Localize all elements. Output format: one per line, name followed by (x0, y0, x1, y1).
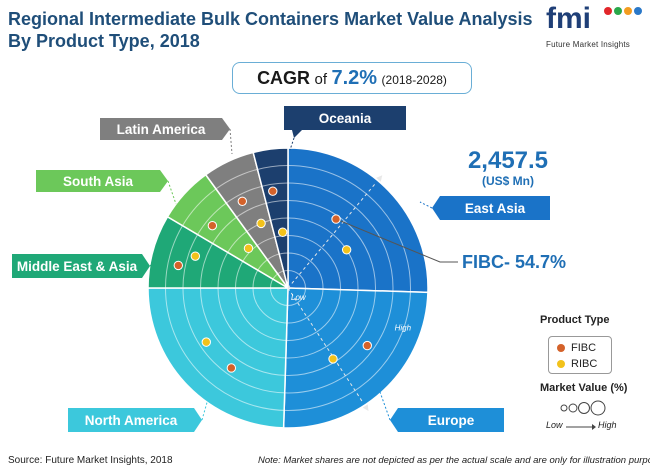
radial-axis-arrow (376, 175, 383, 182)
scale-ring (235, 235, 341, 341)
scale-ring (200, 200, 376, 376)
scale-ring (252, 252, 324, 324)
chart-title: Regional Intermediate Bulk Containers Ma… (8, 8, 538, 52)
scale-high-label: High (395, 324, 412, 333)
low-high-arrow-icon (566, 424, 596, 430)
source-note: Source: Future Market Insights, 2018 (8, 455, 173, 466)
logo-dot-green (614, 7, 622, 15)
dot-fibc-south-asia (207, 220, 218, 231)
fibc-share-callout: FIBC- 54.7% (462, 252, 567, 272)
radial-axis (287, 181, 377, 289)
dot-ribc-middle-east-asia (190, 251, 201, 261)
scale-ring (165, 165, 411, 411)
logo-dot-red (604, 7, 612, 15)
region-label-latin-america: Latin America (117, 122, 206, 137)
scale-ring (270, 270, 306, 306)
region-connector-europe (379, 391, 391, 421)
dot-ribc-oceania (277, 227, 288, 237)
scale-ring (217, 217, 359, 359)
title-line-1: Regional Intermediate Bulk Containers Ma… (8, 9, 533, 29)
market-value-circles-icon (560, 400, 606, 416)
total-value: 2,457.5 (US$ Mn) (443, 147, 573, 189)
dot-fibc-europe (362, 340, 372, 351)
market-value-low: Low (546, 420, 563, 430)
cagr-label: CAGR (257, 68, 311, 88)
region-tab-latin-america (100, 118, 230, 140)
slice-europe (282, 287, 429, 429)
disclaimer-note: Note: Market shares are not depicted as … (258, 455, 650, 466)
dot-fibc-latin-america (237, 196, 248, 207)
legend-title: Product Type (540, 314, 610, 326)
region-connector-middle-east-asia (149, 261, 155, 267)
region-label-middle-east-asia: Middle East & Asia (17, 259, 138, 274)
region-label-oceania: Oceania (319, 111, 372, 126)
radial-axis (287, 287, 364, 404)
dot-ribc-north-america (201, 337, 211, 347)
dot-fibc-oceania (268, 186, 278, 196)
dot-fibc-middle-east-asia (173, 260, 183, 271)
logo-subtitle: Future Market Insights (546, 40, 630, 49)
logo-dot-blue (634, 7, 642, 15)
radial-axis-arrow (362, 404, 369, 412)
fmi-logo: fmi Future Market Insights (540, 2, 644, 54)
total-number: 2,457.5 (467, 147, 549, 174)
market-value-high: High (598, 420, 617, 430)
scale-low-label: Low (291, 293, 307, 302)
total-unit: (US$ Mn) (482, 174, 534, 188)
region-connector-latin-america (229, 128, 233, 155)
dot-ribc-south-asia (243, 243, 254, 254)
title-line-2: By Product Type, 2018 (8, 31, 200, 51)
legend-box: FIBC RIBC (548, 336, 612, 374)
dot-ribc-east-asia (341, 245, 352, 255)
legend-label-ribc: RIBC (571, 358, 598, 370)
dot-fibc-north-america (226, 363, 237, 373)
dot-fibc-east-asia (331, 214, 341, 224)
fibc-leader-line (335, 218, 458, 263)
region-tab-middle-east-asia (12, 254, 150, 278)
dot-ribc-europe (328, 354, 338, 364)
logo-dot-orange (624, 7, 632, 15)
region-connector-north-america (201, 391, 211, 421)
slice-north-america (147, 287, 289, 429)
region-tab-south-asia (36, 170, 168, 192)
region-label-east-asia: East Asia (465, 201, 526, 216)
region-connector-east-asia (419, 201, 433, 209)
region-label-south-asia: South Asia (63, 174, 133, 189)
region-tab-europe (390, 408, 504, 432)
region-tab-east-asia (432, 196, 550, 220)
dot-ribc-latin-america (256, 218, 266, 229)
legend-item-ribc: RIBC (557, 358, 597, 370)
region-label-europe: Europe (428, 413, 475, 428)
legend-dot-fibc (557, 344, 565, 353)
region-tab-oceania (284, 106, 406, 138)
region-label-north-america: North America (85, 413, 178, 428)
scale-ring (182, 182, 394, 394)
region-tab-north-america (68, 408, 202, 432)
cagr-value: 7.2% (331, 67, 378, 89)
market-value-legend-title: Market Value (%) (540, 382, 628, 394)
legend-label-fibc: FIBC (571, 342, 597, 354)
cagr-of: of (314, 71, 328, 88)
cagr-box: CAGR of 7.2% (2018-2028) (232, 62, 472, 94)
legend-item-fibc: FIBC (557, 342, 596, 354)
slice-east-asia (287, 147, 429, 294)
legend-dot-ribc (557, 360, 565, 369)
logo-text: fmi (546, 2, 591, 35)
region-connector-south-asia (167, 180, 177, 205)
cagr-period: (2018-2028) (381, 73, 447, 87)
